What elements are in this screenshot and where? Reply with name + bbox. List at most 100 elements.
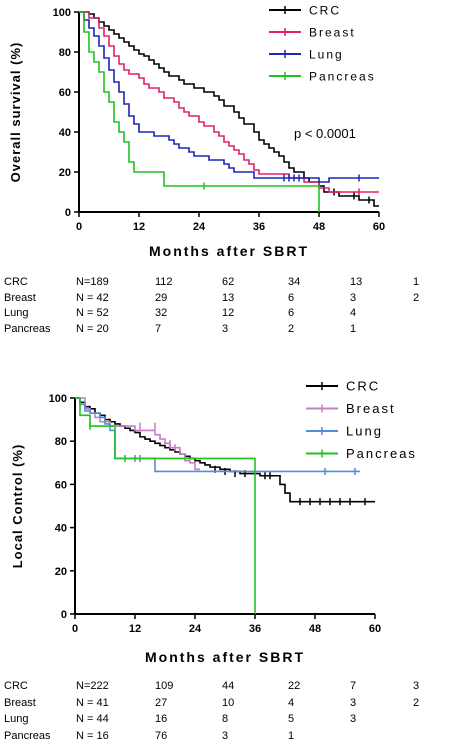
legend-label: Breast [309, 26, 356, 40]
risk-n: N = 20 [76, 322, 109, 335]
legend-item-lung: Lung [269, 48, 342, 62]
x-tick-label: 60 [373, 221, 385, 233]
risk-count: 1 [413, 276, 420, 288]
legend: CRC Breast Lung Pancreas [306, 379, 417, 461]
legend-label: Breast [346, 401, 396, 416]
y-tick-label: 60 [55, 479, 67, 491]
risk-n: N = 44 [76, 713, 109, 725]
y-tick-label: 100 [53, 7, 71, 19]
risk-count: 3 [222, 729, 229, 742]
legend-item-breast: Breast [306, 401, 396, 416]
y-tick-label: 80 [59, 47, 71, 59]
risk-count: 13 [350, 276, 363, 288]
risk-count: 112 [155, 276, 173, 288]
risk-n: N=189 [76, 276, 109, 288]
risk-count: 16 [155, 713, 168, 725]
legend-item-crc: CRC [306, 379, 380, 394]
risk-count: 29 [155, 291, 168, 304]
risk-group-label: Lung [4, 713, 29, 725]
series-crc [79, 11, 379, 207]
x-axis-label: Months after SBRT [149, 243, 309, 259]
risk-count: 10 [222, 696, 235, 709]
legend-item-pancreas: Pancreas [269, 70, 376, 84]
risk-count: 1 [288, 729, 295, 742]
risk-n: N = 16 [76, 729, 109, 742]
risk-count: 3 [350, 696, 357, 709]
risk-group-label: CRC [4, 680, 28, 692]
risk-count: 22 [288, 680, 301, 692]
risk-n: N = 52 [76, 307, 109, 319]
legend-label: Lung [346, 424, 383, 439]
risk-n: N = 41 [76, 696, 109, 709]
x-tick-label: 48 [313, 221, 325, 233]
legend-item-lung: Lung [306, 424, 383, 439]
risk-n: N=222 [76, 680, 109, 692]
x-tick-label: 36 [253, 221, 265, 233]
risk-count: 4 [350, 307, 357, 319]
risk-count: 2 [288, 322, 295, 335]
y-tick-label: 20 [59, 167, 71, 179]
legend: CRC Breast Lung Pancreas [269, 4, 376, 84]
legend-item-breast: Breast [269, 26, 356, 40]
legend-label: CRC [309, 4, 341, 18]
legend-item-crc: CRC [269, 4, 341, 18]
risk-count: 62 [222, 276, 235, 288]
y-axis-label: Local Control (%) [10, 444, 25, 569]
survival-curve [75, 397, 375, 503]
risk-count: 6 [288, 291, 295, 304]
km-panel-2: 0 20 40 60 80 100 0 12 24 36 48 60 Months after SBRT… [10, 379, 417, 666]
risk-group-label: CRC [4, 276, 28, 288]
risk-group-label: Pancreas [4, 729, 51, 742]
y-axis-label: Overall survival (%) [8, 42, 23, 183]
y-tick-label: 40 [59, 127, 71, 139]
survival-curve [79, 11, 379, 183]
risk-count: 109 [155, 680, 174, 692]
series-pancreas [75, 397, 256, 614]
risk-count: 4 [288, 696, 295, 709]
y-tick-label: 0 [65, 207, 71, 219]
risk-count: 6 [288, 307, 295, 319]
y-tick-label: 0 [61, 609, 67, 621]
x-tick-label: 60 [369, 623, 381, 635]
legend-item-pancreas: Pancreas [306, 446, 417, 461]
series-breast [79, 11, 379, 196]
risk-group-label: Pancreas [4, 322, 51, 335]
series-pancreas [79, 11, 320, 212]
survival-curve [79, 11, 379, 193]
risk-count: 13 [222, 291, 235, 304]
legend-label: Pancreas [346, 446, 417, 461]
risk-count: 7 [155, 322, 162, 335]
risk-count: 2 [413, 291, 420, 304]
survival-curve [79, 11, 379, 207]
risk-count: 27 [155, 696, 168, 709]
y-tick-label: 20 [55, 566, 67, 578]
y-tick-label: 100 [49, 393, 67, 405]
x-tick-label: 12 [129, 623, 141, 635]
series-lung [75, 397, 360, 475]
x-axis-label: Months after SBRT [145, 649, 305, 665]
risk-count: 5 [288, 713, 295, 725]
x-tick-label: 36 [249, 623, 261, 635]
survival-curve [79, 11, 320, 212]
risk-group-label: Breast [4, 291, 36, 304]
risk-count: 76 [155, 729, 168, 742]
x-tick-label: 0 [72, 623, 78, 635]
km-panel-1: 0 20 40 60 80 100 0 12 24 36 48 60 Months after SBRT… [8, 4, 385, 260]
risk-count: 44 [222, 680, 235, 692]
risk-count: 34 [288, 276, 301, 288]
risk-count: 7 [350, 680, 357, 692]
x-tick-label: 24 [189, 623, 202, 635]
legend-label: Pancreas [309, 70, 376, 84]
legend-label: CRC [346, 379, 380, 394]
risk-count: 3 [413, 680, 420, 692]
risk-count: 1 [350, 322, 357, 335]
series-crc [75, 397, 375, 506]
risk-group-label: Lung [4, 307, 29, 319]
y-tick-label: 60 [59, 87, 71, 99]
series-lung [79, 11, 379, 183]
risk-group-label: Breast [4, 696, 36, 709]
x-tick-label: 48 [309, 623, 321, 635]
y-tick-label: 80 [55, 436, 67, 448]
survival-curve [75, 397, 256, 614]
risk-n: N = 42 [76, 291, 109, 304]
